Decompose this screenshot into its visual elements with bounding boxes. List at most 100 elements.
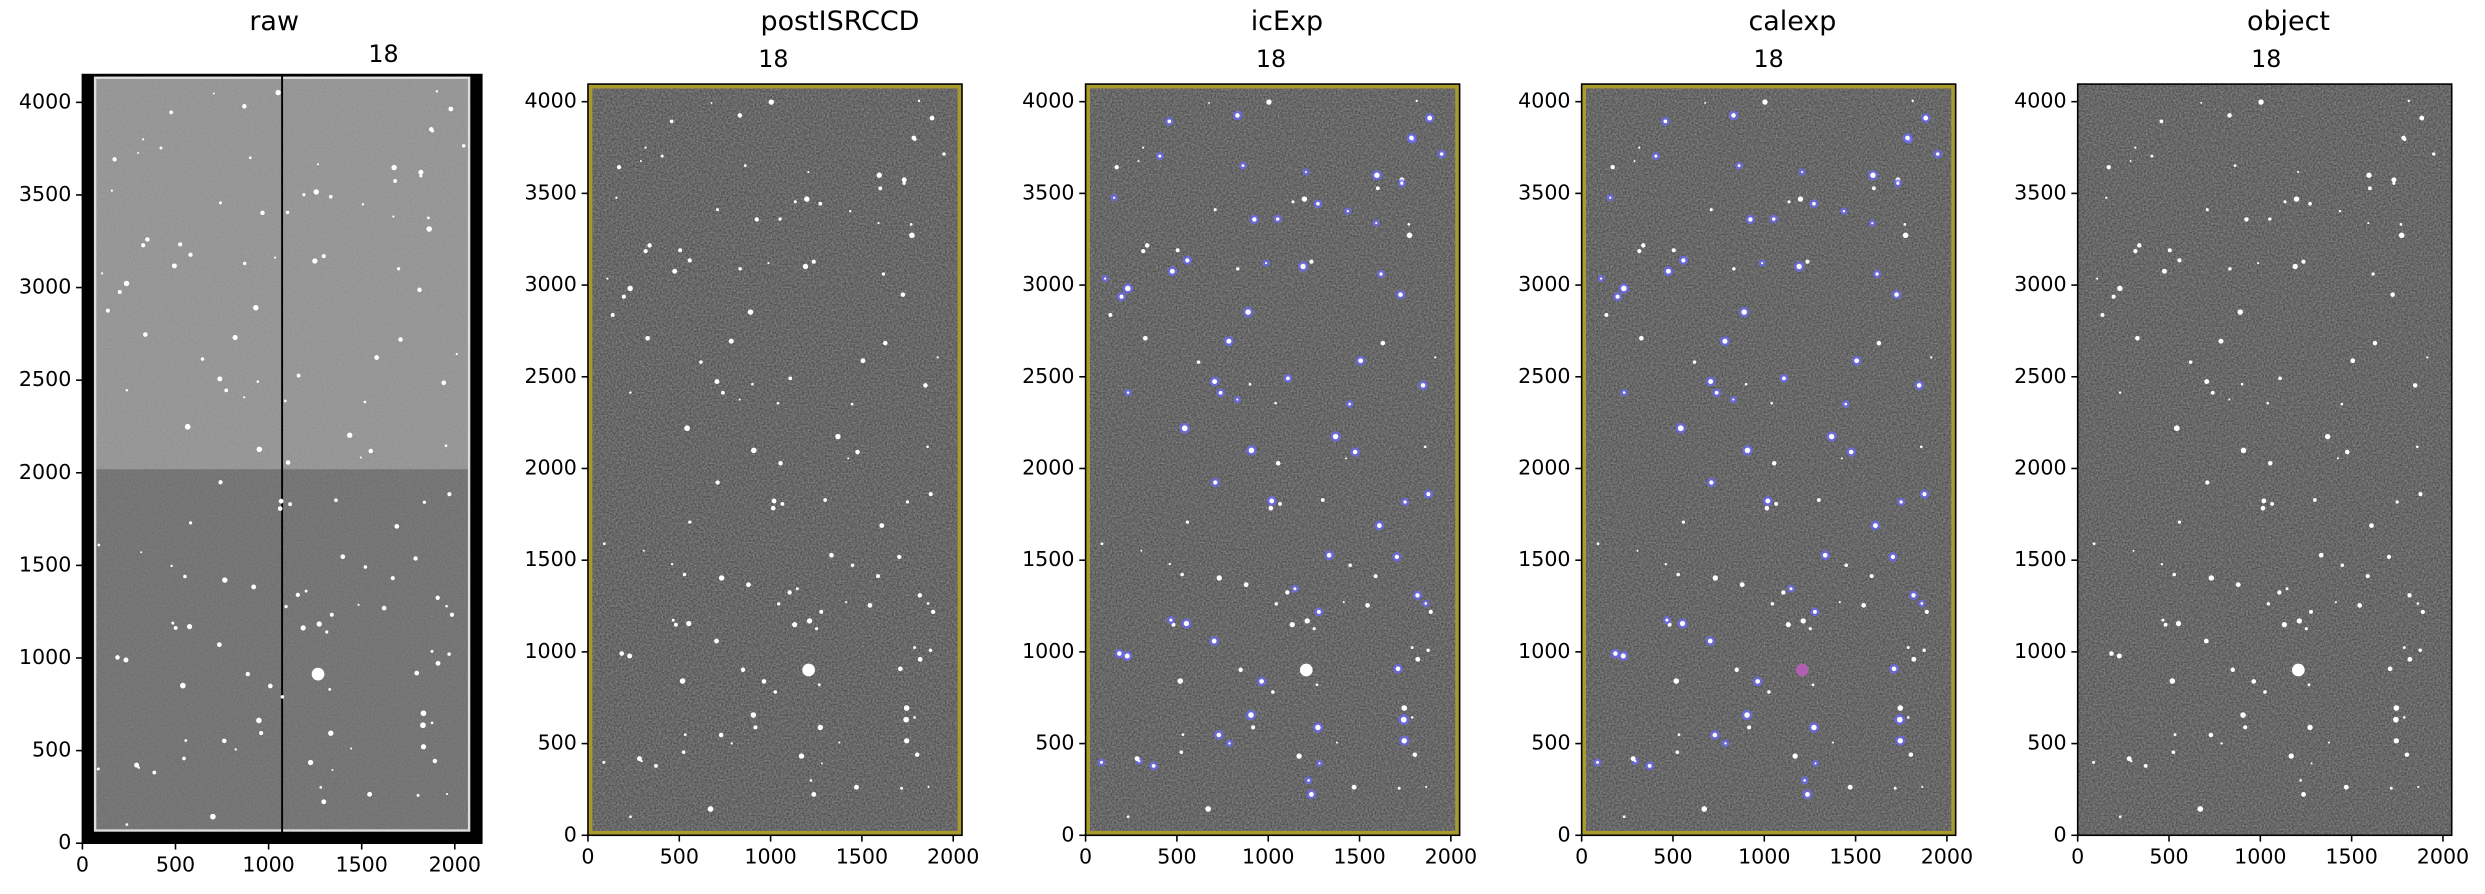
y-tick-label: 2500 [2014,364,2066,388]
star [931,609,936,614]
star [2418,648,2422,653]
axes-frame [1580,83,1957,837]
y-tick-label: 4000 [1022,89,1074,113]
star [1243,582,1249,588]
star [1236,398,1239,401]
star [1134,756,1140,762]
star [778,217,782,221]
star [909,223,913,226]
star [2419,115,2425,121]
star [2392,181,2396,185]
star [1289,622,1295,628]
star [809,779,813,782]
star [1293,587,1297,591]
star [1307,779,1310,782]
star [280,695,285,699]
star [125,823,129,826]
y-tick-label: 1500 [524,547,576,571]
star [2126,756,2132,762]
star [2292,263,2298,270]
star [242,261,247,266]
star [1259,679,1264,684]
star [1374,172,1380,178]
x-tick-label: 1000 [1738,844,1790,868]
star [2372,340,2378,346]
star [368,448,374,454]
star [903,738,910,744]
star [1142,146,1145,149]
star [1922,492,1927,497]
star [1285,590,1290,595]
x-tick-label: 500 [2149,844,2188,868]
y-tick-label: 3000 [1022,272,1074,296]
star [1348,563,1352,568]
star [1291,200,1295,204]
star [1772,217,1776,221]
star [1638,146,1641,149]
star [1208,101,1211,104]
star [636,756,642,762]
star [1876,340,1882,346]
star [681,750,686,754]
star [2313,498,2317,502]
star [321,799,327,805]
star [2393,738,2399,744]
star [1114,165,1119,170]
star [1100,542,1104,546]
star [2365,574,2370,579]
star [2171,750,2176,754]
star [1304,618,1310,624]
star [1797,196,1804,202]
star [171,621,175,625]
star [1167,119,1172,124]
star [110,189,113,192]
star [1812,609,1817,614]
x-tick-label: 0 [1575,844,1588,868]
star [2367,222,2370,225]
star [2366,172,2372,178]
star [877,222,880,225]
x-tick-label: 2000 [927,844,979,868]
star [2277,590,2282,595]
star [245,671,251,677]
star [1761,262,1764,265]
star [420,710,427,717]
star [911,135,917,141]
y-tick-label: 1500 [19,552,71,576]
y-tick-label: 1000 [19,645,71,669]
star [2369,523,2374,528]
star [1796,263,1802,270]
star [1610,165,1615,170]
star [285,210,290,215]
bright-star [1795,663,1809,677]
star [1426,648,1430,653]
star [647,243,652,248]
star [2393,716,2399,723]
star [1213,480,1218,485]
star [184,739,188,742]
star [2402,646,2406,650]
star [776,401,780,405]
star [1397,786,1401,790]
star [435,90,439,93]
star [1922,648,1926,653]
star [419,174,423,178]
star [1765,498,1771,504]
star [1732,267,1736,271]
y-tick-label: 3500 [1518,180,1570,204]
star [1275,217,1280,221]
x-tick-label: 1000 [242,852,294,876]
star [2263,690,2267,694]
star [1873,523,1878,528]
star [2117,285,2123,292]
star [1316,609,1321,614]
star [1896,716,1903,723]
star [1894,292,1899,297]
bright-star [2292,663,2305,677]
star [1744,712,1750,718]
star [435,595,440,600]
star [251,584,257,590]
star [1301,196,1308,202]
star [2318,552,2324,558]
star [430,721,434,725]
